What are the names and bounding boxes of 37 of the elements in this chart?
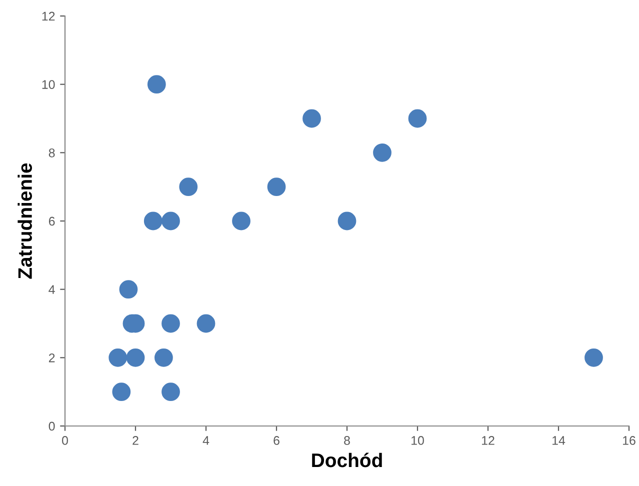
y-tick-label: 0 [48, 422, 55, 431]
point [147, 75, 166, 94]
x-tick-label: 6 [274, 436, 280, 445]
point [119, 280, 138, 299]
x-axis-title: Dochód [312, 452, 382, 468]
point [338, 212, 356, 230]
point [112, 382, 131, 402]
point [179, 178, 198, 196]
x-tick-label: 14 [552, 436, 566, 445]
x-tick-label: 10 [412, 436, 424, 445]
point [108, 348, 128, 367]
x-tick-label: 16 [623, 436, 636, 445]
point [162, 382, 180, 402]
point [162, 314, 180, 333]
x-tick-label: 4 [202, 436, 210, 445]
y-axis-title: Zatrudnienie [18, 163, 32, 279]
y-tick-label: 12 [42, 12, 55, 21]
point [302, 109, 321, 128]
point [584, 348, 603, 367]
x-tick-label: 0 [62, 436, 68, 445]
point [144, 212, 162, 230]
y-tick-label: 4 [48, 285, 55, 294]
point [154, 348, 173, 367]
y-tick-label: 8 [48, 148, 55, 158]
point [373, 143, 392, 162]
point [126, 348, 145, 367]
point [267, 178, 286, 196]
x-tick-label: 12 [482, 436, 494, 445]
x-tick-label: 8 [344, 436, 350, 445]
y-tick-label: 10 [42, 80, 55, 89]
y-tick-label: 6 [48, 216, 55, 226]
point [162, 212, 180, 230]
point [232, 212, 250, 230]
y-tick-label: 2 [48, 353, 55, 362]
x-tick-label: 2 [132, 436, 138, 445]
point [408, 109, 427, 128]
point [196, 314, 216, 333]
